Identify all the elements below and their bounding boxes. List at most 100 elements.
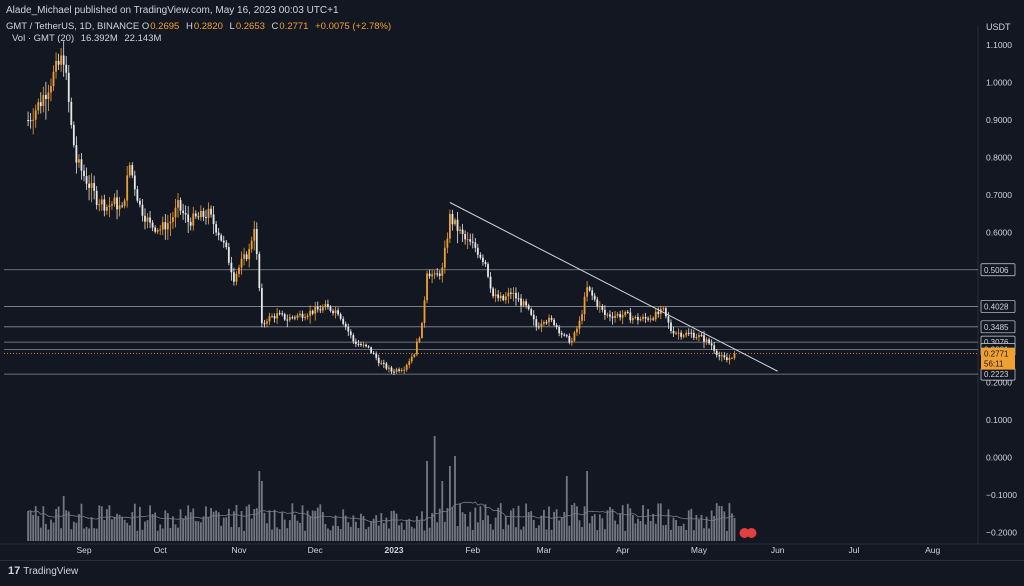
volume-bar bbox=[227, 508, 230, 541]
x-tick-label: May bbox=[691, 545, 708, 555]
candle-down bbox=[652, 318, 655, 320]
volume-bar bbox=[725, 530, 728, 541]
candle-up bbox=[253, 228, 256, 241]
volume-bar bbox=[172, 516, 174, 541]
candle-down bbox=[255, 228, 258, 254]
volume-bar bbox=[649, 520, 652, 541]
candle-up bbox=[166, 223, 169, 230]
volume-bar bbox=[75, 522, 78, 541]
volume-bar bbox=[222, 517, 225, 541]
volume-bar bbox=[278, 529, 281, 541]
candle-up bbox=[654, 311, 657, 320]
x-tick-label: Aug bbox=[925, 545, 940, 555]
candle-down bbox=[558, 326, 561, 334]
volume-bar bbox=[149, 505, 151, 541]
candle-down bbox=[718, 355, 721, 357]
volume-bar bbox=[182, 518, 184, 541]
candle-up bbox=[380, 362, 383, 364]
volume-bar bbox=[565, 476, 568, 541]
volume-ma-value: 22.143M bbox=[124, 33, 162, 44]
candle-down bbox=[352, 335, 355, 342]
volume-bar bbox=[621, 505, 624, 541]
candle-up bbox=[207, 208, 210, 218]
candle-down bbox=[273, 316, 276, 319]
candle-down bbox=[194, 213, 197, 217]
tradingview-brand[interactable]: 17 TradingView bbox=[8, 565, 78, 577]
volume-bar bbox=[174, 524, 177, 541]
candle-up bbox=[34, 110, 37, 120]
candle-up bbox=[543, 322, 545, 324]
current-price-tag bbox=[981, 347, 1015, 370]
candle-up bbox=[606, 314, 609, 316]
candle-down bbox=[471, 241, 474, 243]
volume-bar bbox=[210, 508, 212, 541]
candle-up bbox=[60, 55, 63, 65]
volume-bar bbox=[118, 514, 121, 541]
volume-bar bbox=[164, 510, 167, 541]
volume-bar bbox=[390, 511, 393, 541]
volume-bar bbox=[733, 517, 736, 541]
candle-up bbox=[105, 206, 108, 211]
volume-bar bbox=[309, 516, 312, 541]
candle-up bbox=[266, 321, 268, 324]
candle-down bbox=[563, 334, 566, 336]
candle-down bbox=[461, 229, 464, 234]
footer-bar bbox=[0, 560, 1024, 582]
volume-bar bbox=[154, 512, 157, 541]
volume-bar bbox=[591, 515, 594, 541]
volume-bar bbox=[664, 524, 667, 541]
candle-down bbox=[136, 189, 139, 201]
y-tick-label: 1.1000 bbox=[986, 40, 1012, 50]
x-tick-label: Mar bbox=[537, 545, 552, 555]
volume-bar bbox=[720, 505, 723, 541]
candle-up bbox=[598, 305, 601, 307]
volume-bar bbox=[499, 503, 502, 541]
volume-bar bbox=[677, 526, 680, 541]
volume-bar bbox=[217, 512, 220, 541]
volume-bar bbox=[34, 506, 37, 541]
volume-bar bbox=[133, 503, 136, 541]
candle-up bbox=[192, 213, 195, 226]
candle-down bbox=[532, 314, 535, 320]
candle-down bbox=[116, 197, 118, 210]
candle-down bbox=[690, 332, 693, 334]
candle-down bbox=[360, 343, 362, 346]
candle-down bbox=[601, 305, 604, 310]
volume-bar bbox=[233, 511, 235, 541]
event-flag-icon bbox=[746, 528, 757, 538]
candle-up bbox=[334, 310, 337, 314]
volume-bar bbox=[177, 527, 179, 541]
volume-bar bbox=[245, 506, 248, 541]
volume-bar bbox=[116, 513, 118, 541]
candle-up bbox=[443, 247, 446, 268]
volume-bar bbox=[105, 509, 108, 541]
candle-down bbox=[451, 213, 454, 225]
candle-up bbox=[413, 354, 416, 357]
volume-bar bbox=[647, 509, 650, 541]
volume-bar bbox=[189, 512, 192, 541]
candle-down bbox=[278, 313, 281, 315]
volume-bar bbox=[512, 508, 515, 541]
volume-bar bbox=[698, 519, 700, 541]
volume-bar bbox=[332, 525, 334, 541]
candle-up bbox=[78, 159, 80, 163]
candle-down bbox=[103, 199, 106, 211]
candle-up bbox=[100, 199, 103, 205]
descending-trendline bbox=[449, 202, 778, 372]
volume-bar bbox=[527, 512, 530, 541]
candle-down bbox=[215, 224, 218, 233]
candle-up bbox=[698, 335, 700, 338]
symbol-info: GMT / TetherUS, 1D, BINANCE O0.2695 H0.2… bbox=[6, 21, 391, 32]
volume-bar bbox=[276, 527, 279, 541]
volume-bar bbox=[537, 525, 540, 541]
candle-up bbox=[126, 175, 129, 201]
candle-down bbox=[245, 254, 248, 260]
x-tick-label: Jun bbox=[771, 545, 785, 555]
candle-down bbox=[664, 308, 667, 317]
volume-bar bbox=[466, 526, 469, 541]
y-tick-label: 0.9000 bbox=[986, 115, 1012, 125]
candle-up bbox=[570, 340, 573, 343]
candle-up bbox=[418, 337, 421, 342]
